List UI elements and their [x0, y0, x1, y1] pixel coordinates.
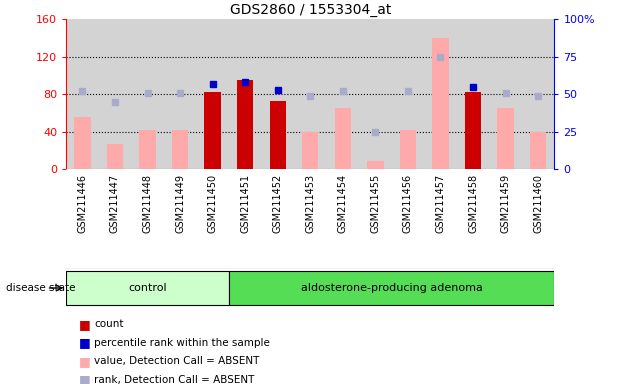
Bar: [367, 161, 384, 169]
Bar: [335, 108, 351, 169]
Text: ■: ■: [79, 355, 91, 368]
Text: control: control: [129, 283, 167, 293]
Bar: [205, 92, 220, 169]
Text: GSM211446: GSM211446: [77, 174, 88, 233]
Text: GSM211448: GSM211448: [142, 174, 152, 233]
Bar: [432, 38, 449, 169]
Bar: [498, 108, 513, 169]
Bar: [139, 130, 156, 169]
Text: GSM211458: GSM211458: [468, 174, 478, 233]
Text: GSM211454: GSM211454: [338, 174, 348, 233]
Bar: [270, 101, 286, 169]
Bar: [172, 130, 188, 169]
Text: GSM211453: GSM211453: [306, 174, 315, 233]
Text: ■: ■: [79, 318, 91, 331]
Text: ■: ■: [79, 336, 91, 349]
Text: GSM211456: GSM211456: [403, 174, 413, 233]
Bar: [302, 131, 318, 169]
Text: aldosterone-producing adenoma: aldosterone-producing adenoma: [301, 283, 483, 293]
Text: GSM211460: GSM211460: [533, 174, 543, 233]
Bar: [107, 144, 123, 169]
Text: percentile rank within the sample: percentile rank within the sample: [94, 338, 270, 348]
Text: ■: ■: [79, 373, 91, 384]
Bar: [66, 271, 229, 305]
Text: GSM211452: GSM211452: [273, 174, 283, 233]
Text: rank, Detection Call = ABSENT: rank, Detection Call = ABSENT: [94, 375, 255, 384]
Text: GSM211459: GSM211459: [501, 174, 510, 233]
Title: GDS2860 / 1553304_at: GDS2860 / 1553304_at: [229, 3, 391, 17]
Bar: [400, 130, 416, 169]
Bar: [74, 118, 91, 169]
Text: GSM211451: GSM211451: [240, 174, 250, 233]
Text: GSM211447: GSM211447: [110, 174, 120, 233]
Text: value, Detection Call = ABSENT: value, Detection Call = ABSENT: [94, 356, 260, 366]
Bar: [237, 80, 253, 169]
Text: GSM211449: GSM211449: [175, 174, 185, 233]
Bar: [530, 131, 546, 169]
Text: GSM211455: GSM211455: [370, 174, 381, 233]
Text: count: count: [94, 319, 124, 329]
Text: GSM211450: GSM211450: [208, 174, 217, 233]
Bar: [229, 271, 554, 305]
Bar: [465, 92, 481, 169]
Text: disease state: disease state: [6, 283, 76, 293]
Text: GSM211457: GSM211457: [435, 174, 445, 233]
